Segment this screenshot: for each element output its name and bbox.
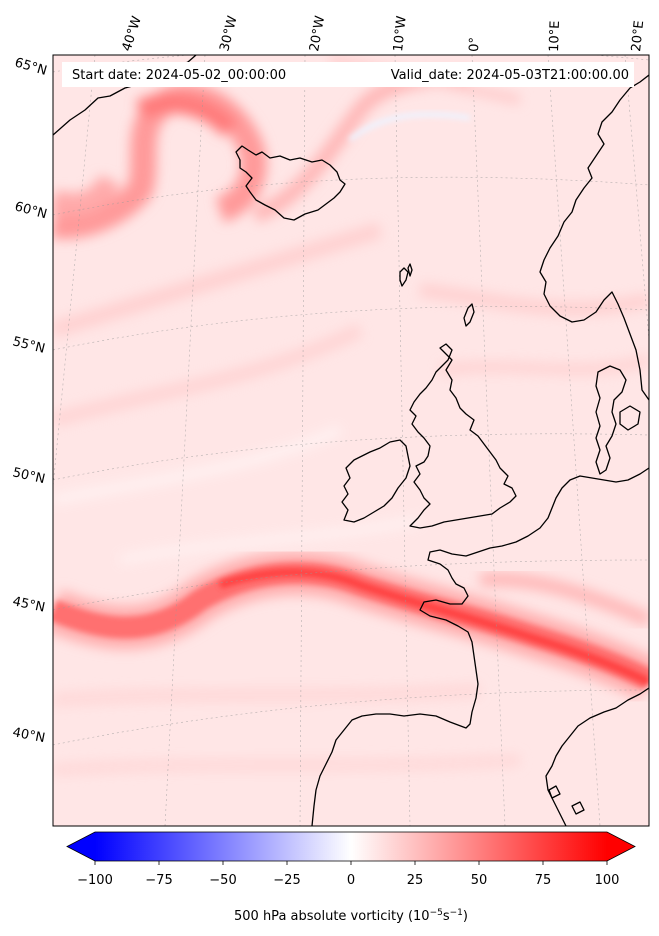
lat-label-50n: 50°N [11,465,46,487]
lon-label-30w: 30°W [217,14,240,53]
colorbar-tick-label: −50 [209,873,236,888]
lon-label-20e: 20°E [629,20,647,53]
colorbar-min-extend [67,832,95,861]
colorbar-label: 500 hPa absolute vorticity (10−5s−1) [234,908,468,924]
coast-shetland [463,303,475,327]
colorbar-max-extend [607,832,635,861]
coast-ireland [341,439,411,523]
lon-label-10w: 10°W [391,15,410,52]
lat-label-55n: 55°N [11,334,46,356]
lat-labels: 65°N 60°N 55°N 50°N 45°N 40°N [11,55,49,746]
map-panel [53,55,649,826]
header-box [62,62,634,87]
lat-label-45n: 45°N [11,594,46,615]
colorbar-tick-label: 25 [407,873,424,888]
coastlines [53,55,649,826]
valid-date-label: Valid_date: 2024-05-03T21:00:00.00 [391,68,629,83]
colorbar-tick-label: 100 [595,873,620,888]
lon-label-0: 0° [467,37,483,52]
colorbar-ticks [94,861,608,865]
negative-vorticity-patch [348,112,471,142]
lon-label-10e: 10°E [547,20,563,52]
colorbar: −100 −75 −50 −25 0 25 50 75 100 500 hPa … [66,831,636,924]
coast-great-britain [409,343,517,529]
coast-continent [311,467,649,826]
colorbar-tick-label: −75 [145,873,172,888]
colorbar-tick-label: −100 [77,873,113,888]
coast-norway [539,74,649,401]
coast-denmark [595,365,627,475]
lon-label-20w: 20°W [307,15,328,53]
lat-label-60n: 60°N [13,199,49,222]
colorbar-tick-label: 75 [535,873,552,888]
lon-label-40w: 40°W [120,14,145,53]
map-frame [52,54,650,827]
colorbar-tick-label: 50 [471,873,488,888]
lon-labels: 40°W 30°W 20°W 10°W 0° 10°E 20°E [120,14,648,53]
colorbar-gradient [95,832,607,861]
vorticity-band-45n [53,551,649,700]
lat-label-40n: 40°N [11,725,46,746]
start-date-label: Start date: 2024-05-02_00:00:00 [72,68,286,83]
colorbar-tick-label: 0 [347,873,355,888]
coast-iceland [235,145,346,221]
gridlines [53,55,649,826]
lat-label-65n: 65°N [13,55,49,78]
colorbar-tick-label: −25 [273,873,300,888]
coast-faroe [399,267,409,287]
